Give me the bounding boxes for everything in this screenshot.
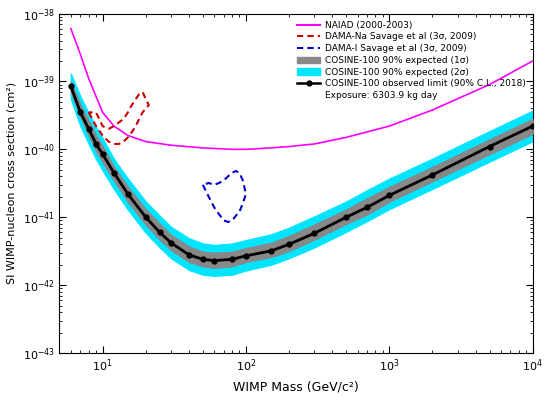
Legend: NAIAD (2000-2003), DAMA-Na Savage et al (3σ, 2009), DAMA-I Savage et al (3σ, 200: NAIAD (2000-2003), DAMA-Na Savage et al … [295, 18, 528, 103]
Y-axis label: SI WIMP-nucleon cross section (cm²): SI WIMP-nucleon cross section (cm²) [7, 82, 17, 284]
X-axis label: WIMP Mass (GeV/c²): WIMP Mass (GeV/c²) [233, 380, 359, 393]
